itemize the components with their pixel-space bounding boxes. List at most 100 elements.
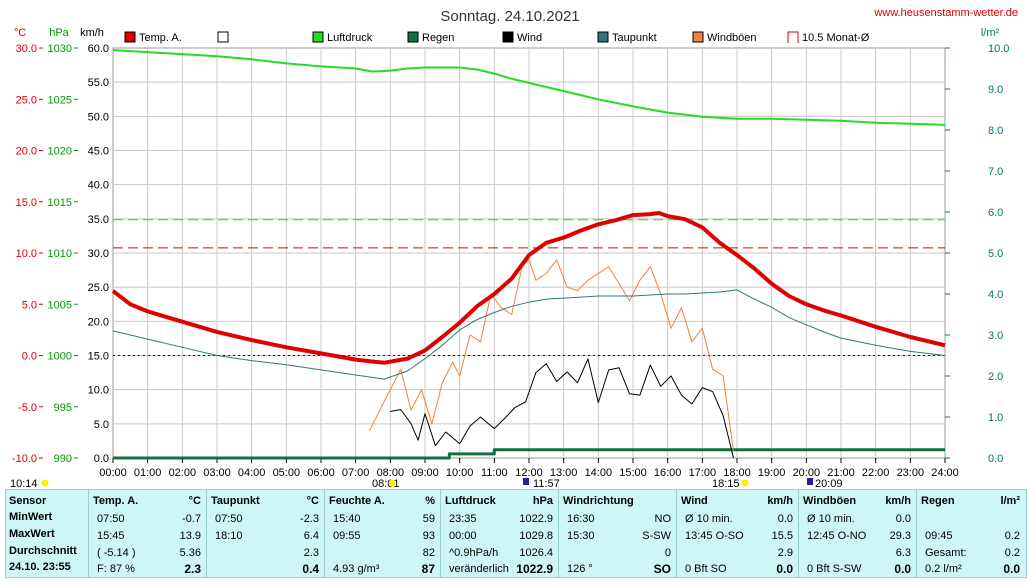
sun-time-label: 10:14 [10,478,38,489]
stats-cell-label: Ø 10 min. [807,513,855,525]
stats-cell-label: 0 Bft SO [685,563,727,575]
stats-row-label: MaxWert [9,528,55,540]
temp-tick-label: -10.0 [12,453,37,465]
stats-column-header: Luftdruck [445,495,496,507]
stats-cell-label: ^0.9hPa/h [449,547,499,559]
series-line-taupunkt [112,289,946,380]
kmh-tick-label: 45.0 [88,146,109,158]
series-line-windb-en [369,259,734,452]
stats-cell-value: 0.0 [776,562,793,576]
stats-cell-label: 0 Bft S-SW [807,563,862,575]
stats-cell-value: -0.7 [182,513,201,525]
stats-column-unit: l/m² [1000,495,1020,507]
stats-column-unit: km/h [767,495,793,507]
x-tick-label: 16:00 [654,467,682,479]
sun-time-label: 08:01 [372,478,400,489]
x-tick-label: 10:00 [446,467,474,479]
stats-cell-label: 12:45 O-NO [807,530,867,542]
rain-tick-label: 4.0 [988,289,1003,301]
chart-title: Sonntag. 24.10.2021 [440,8,579,25]
temp-tick-label: 20.0 [16,146,37,158]
x-tick-label: 18:00 [723,467,751,479]
stats-cell-value: NO [654,513,672,525]
temp-tick-label: -5.0 [18,402,37,414]
reference-lines [113,219,945,356]
legend-swatch [502,31,514,43]
legend-label: Wind [517,32,542,44]
hpa-tick-label: 995 [54,402,72,414]
stats-column: Feuchte A.% 15:40 59 09:55 93 82 4.93 g/m³ 87 [327,490,443,577]
x-tick-label: 21:00 [827,467,855,479]
stats-cell-value: 0.2 [1004,530,1020,542]
stats-cell-value: 13.9 [179,530,201,542]
kmh-tick-label: 50.0 [88,111,109,123]
kmh-tick-label: 55.0 [88,77,109,89]
legend-label: Taupunkt [612,32,657,44]
stats-cell-value: 15.5 [771,530,793,542]
stats-cell-value: 6.4 [303,530,319,542]
axis-ticks: 00:00 01:00 02:00 03:00 04:00 05:00 06:00 07:00… [12,43,1010,479]
stats-cell-label: ( -5.14 ) [97,547,136,559]
hpa-tick-label: 1010 [48,248,72,260]
stats-cell-label: 07:50 [215,513,243,525]
stats-cell-value: 1026.4 [519,547,553,559]
x-tick-label: 12:00 [515,467,543,479]
sun-icon [41,479,49,487]
x-tick-label: 06:00 [307,467,335,479]
stats-column-header: Temp. A. [93,495,139,507]
stats-column-separator [88,490,89,577]
kmh-tick-label: 30.0 [88,248,109,260]
stats-column-unit: °C [306,495,319,507]
rain-tick-label: 10.0 [988,43,1009,55]
legend-swatch [407,31,419,43]
unit-hpa: hPa [49,27,69,39]
x-tick-label: 00:00 [99,467,127,479]
stats-cell-label: 15:45 [97,530,125,542]
hpa-tick-label: 1020 [48,146,72,158]
website-link[interactable]: www.heusenstamm-wetter.de [873,7,1018,19]
stats-column-header: Taupunkt [211,495,260,507]
stats-column-unit: % [425,495,435,507]
kmh-tick-label: 60.0 [88,43,109,55]
stats-column-header: Windböen [803,495,857,507]
stats-cell-label: 09:55 [333,530,361,542]
stats-cell-value: 0.2 [1004,547,1020,559]
stats-column-unit: °C [188,495,201,507]
series-line-luftdruck [112,49,946,126]
stats-cell-value: 0.0 [1003,562,1020,576]
x-tick-label: 22:00 [862,467,890,479]
stats-cell-value: 1022.9 [519,513,553,525]
stats-cell-value: 2.3 [184,562,201,576]
stats-column-unit: km/h [885,495,911,507]
sun-icon [388,479,396,487]
stats-cell-label: Gesamt: [925,547,967,559]
rain-tick-label: 9.0 [988,84,1003,96]
x-tick-label: 24:00 [931,467,959,479]
stats-cell-label: 0.2 l/m² [925,563,962,575]
stats-cell-value: 93 [422,530,435,542]
unit-temp: °C [14,27,26,39]
stats-cell-value: 0.0 [777,513,793,525]
stats-column-separator [676,490,677,577]
stats-cell-label: 126 ° [567,563,593,575]
rain-tick-label: 8.0 [988,125,1003,137]
legend-label: Luftdruck [327,32,373,44]
x-tick-label: 17:00 [689,467,717,479]
hpa-tick-label: 1000 [48,351,72,363]
kmh-tick-label: 40.0 [88,180,109,192]
legend-label: 10.5 Monat-Ø [802,32,870,44]
sun-icon [741,479,749,487]
stats-cell-value: -2.3 [300,513,319,525]
stats-column-unit: hPa [532,495,553,507]
x-tick-label: 11:00 [481,467,508,479]
stats-cell-value: 0 [664,547,671,559]
temp-tick-label: 15.0 [16,197,37,209]
stats-column-separator [324,490,325,577]
stats-cell-label: F: 87 % [97,563,135,575]
temp-tick-label: 0.0 [22,351,37,363]
rain-tick-label: 3.0 [988,330,1003,342]
stats-cell-value: 87 [421,562,435,576]
stats-column-header: Feuchte A. [329,495,385,507]
temp-tick-label: 25.0 [16,94,37,106]
stats-cell-value: 1022.9 [516,562,553,576]
